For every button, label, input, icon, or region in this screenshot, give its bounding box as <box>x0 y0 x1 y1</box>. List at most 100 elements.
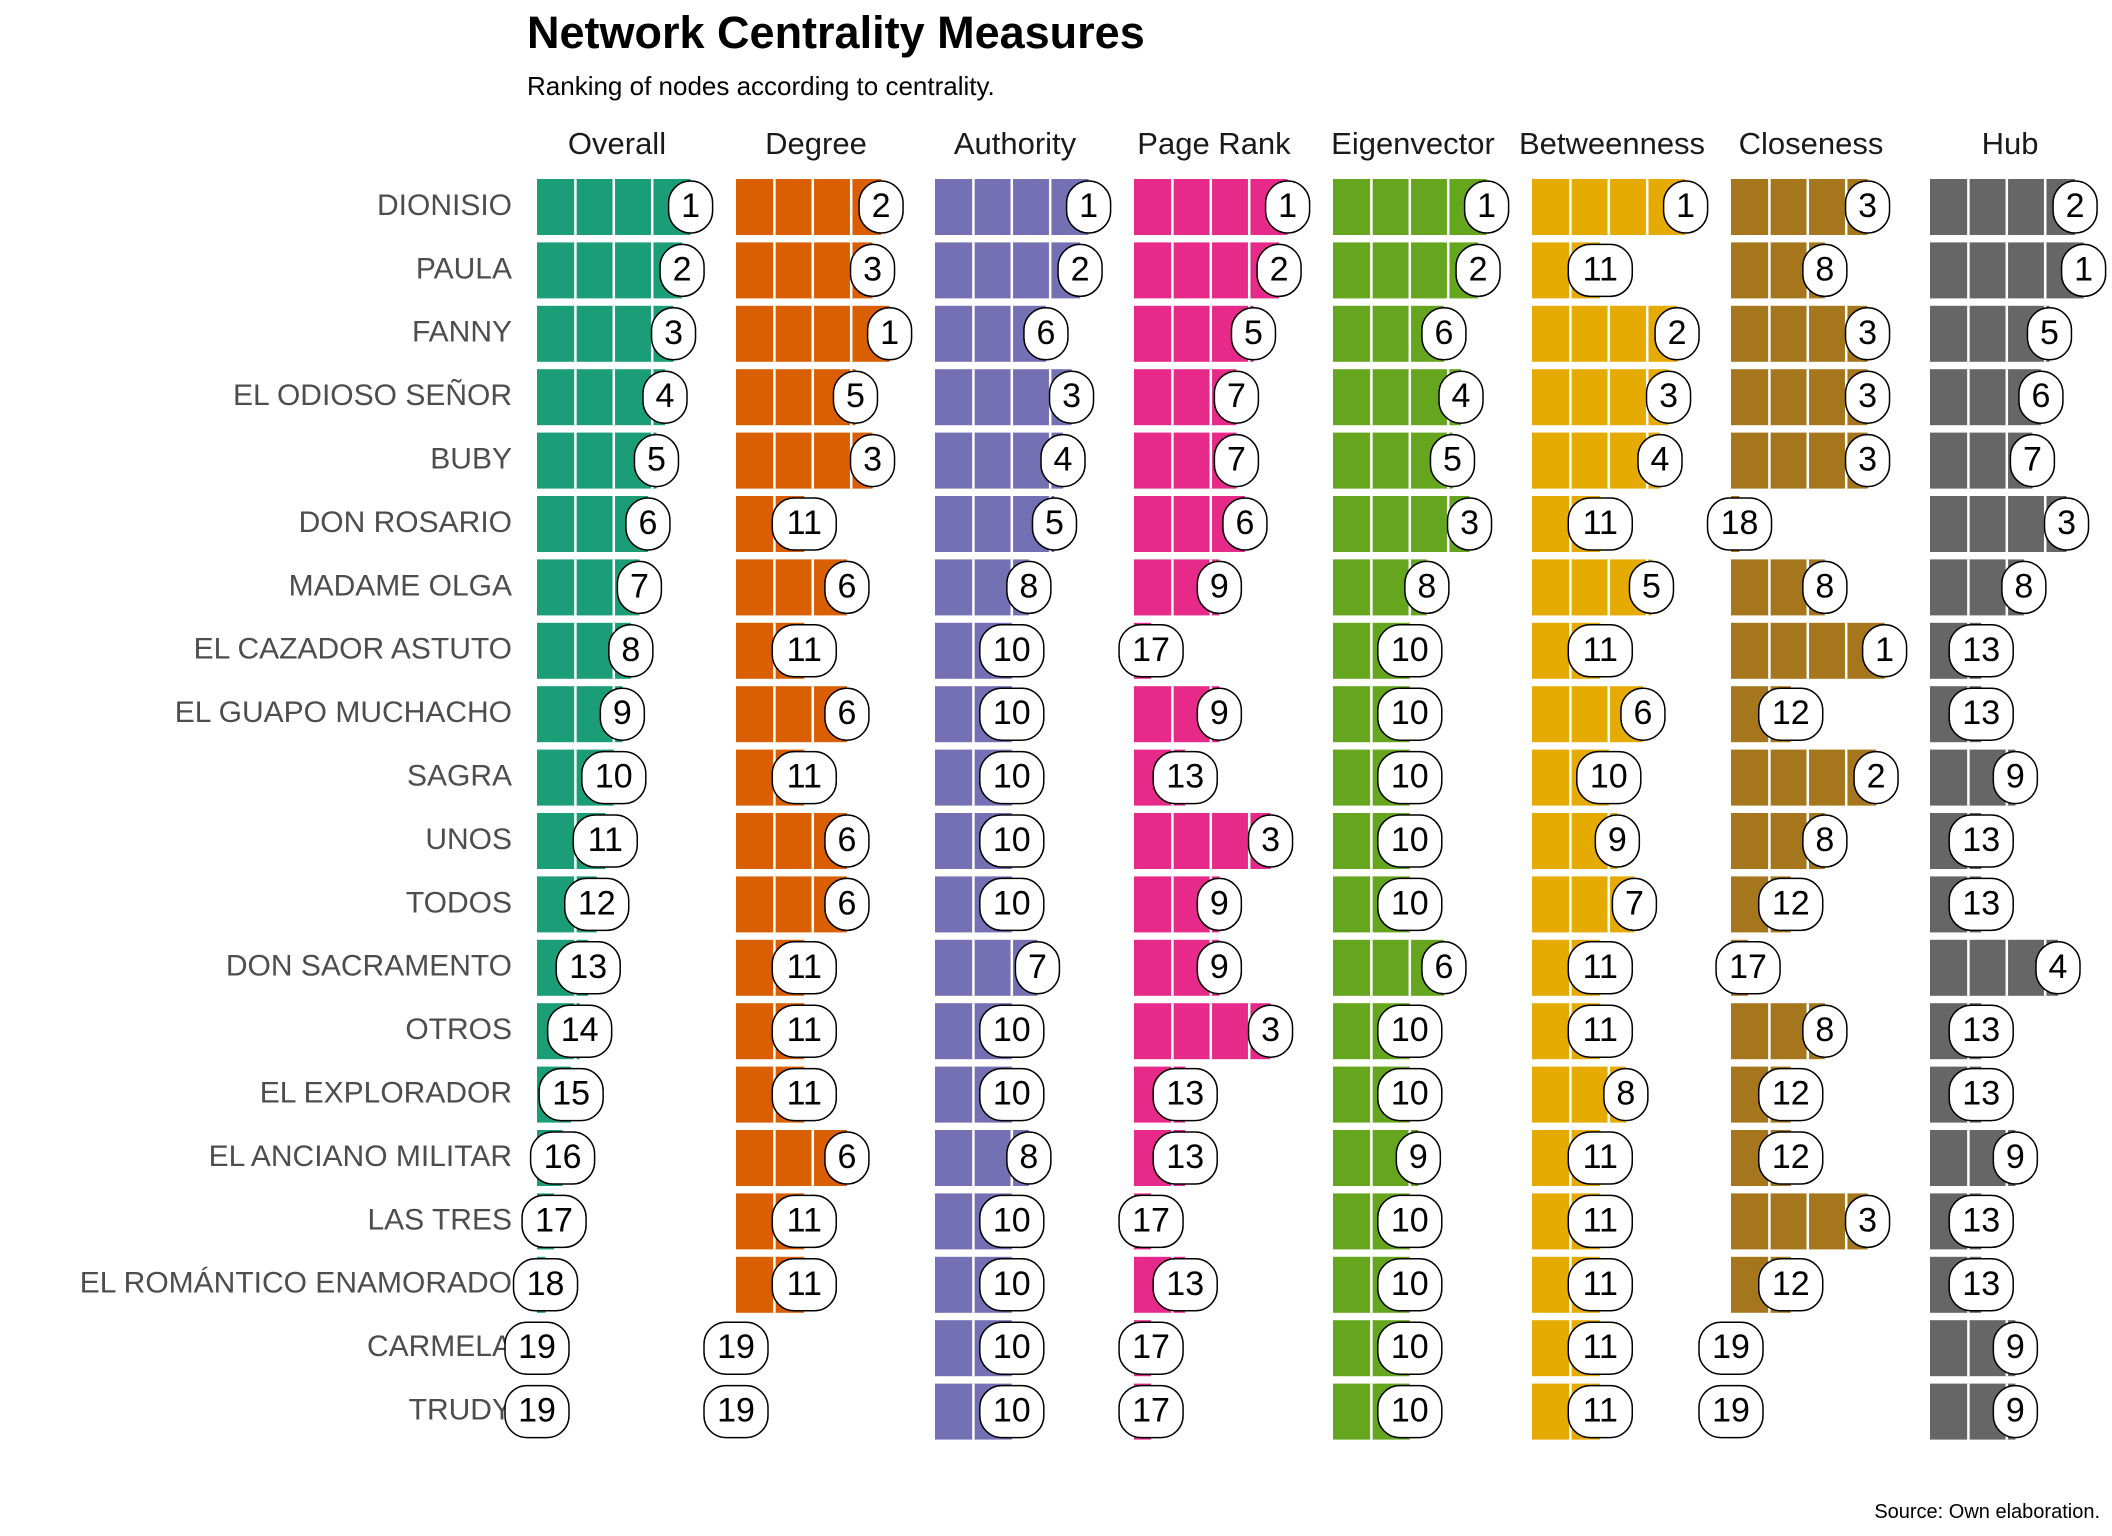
rank-badge-box <box>979 1004 1045 1058</box>
rank-badge-box <box>979 1194 1045 1249</box>
rank-label: 2 <box>1469 250 1488 288</box>
rank-badge-overall-el-odioso-senor: 4 <box>642 370 688 424</box>
rank-badge-box <box>1152 1067 1218 1122</box>
rank-badge-page-rank-el-explorador: 13 <box>1152 1067 1218 1122</box>
rank-label: 17 <box>1132 1392 1170 1430</box>
rank-label: 18 <box>1721 504 1759 542</box>
rank-label: 10 <box>993 631 1031 669</box>
bar-overall-fanny <box>537 305 674 362</box>
rank-badge-box <box>1844 370 1891 424</box>
rank-badge-hub-unos: 13 <box>1948 814 2014 868</box>
col-header-authority: Authority <box>954 126 1077 161</box>
rank-label: 10 <box>993 821 1031 859</box>
rank-label: 7 <box>1227 441 1246 479</box>
rank-badge-page-rank-don-sacramento: 9 <box>1196 941 1243 995</box>
rank-badge-hub-trudy: 9 <box>1992 1384 2039 1439</box>
rank-badge-box <box>979 1384 1045 1439</box>
rank-badge-betweenness-el-explorador: 8 <box>1603 1067 1649 1122</box>
rank-badge-overall-otros: 14 <box>546 1004 613 1058</box>
chart-bars <box>537 179 2084 1440</box>
rank-badge-box <box>1844 433 1891 488</box>
rank-label: 2 <box>2066 187 2085 225</box>
rank-label: 5 <box>1642 567 1661 605</box>
bar-betweenness-el-odioso-senor <box>1532 369 1669 426</box>
rank-badge-box <box>1757 687 1824 741</box>
rank-badge-box <box>2001 560 2047 615</box>
rank-label: 19 <box>717 1392 755 1430</box>
rank-badge-page-rank-trudy: 17 <box>1118 1384 1184 1439</box>
rank-badge-hub-dionisio: 2 <box>2052 180 2098 234</box>
rank-badge-box <box>2043 497 2090 551</box>
rank-badge-box <box>703 1384 769 1439</box>
rank-badge-closeness-el-romantico-enamorado: 12 <box>1757 1258 1824 1312</box>
rank-label: 10 <box>993 1328 1031 1366</box>
bar-closeness-buby <box>1731 432 1868 489</box>
rank-badge-box <box>1567 1321 1634 1375</box>
rank-badge-page-rank-todos: 9 <box>1196 877 1243 932</box>
rank-label: 9 <box>2006 1392 2025 1430</box>
rank-label: 7 <box>2023 441 2042 479</box>
col-header-betweenness: Betweenness <box>1519 126 1705 161</box>
rank-badge-overall-el-explorador: 15 <box>538 1067 604 1122</box>
rank-badge-degree-unos: 6 <box>824 814 870 868</box>
rank-badge-authority-don-sacramento: 7 <box>1014 941 1061 995</box>
row-label-el-explorador: EL EXPLORADOR <box>260 1077 512 1110</box>
rank-badge-box <box>1706 497 1773 551</box>
rank-badge-overall-dionisio: 1 <box>667 180 714 234</box>
rank-label: 11 <box>787 1201 822 1239</box>
rank-label: 11 <box>787 948 822 986</box>
rank-badge-box <box>1594 814 1641 868</box>
rank-badge-hub-el-odioso-senor: 6 <box>2018 370 2064 424</box>
rank-badge-box <box>771 941 838 995</box>
col-header-page-rank: Page Rank <box>1137 126 1291 161</box>
rank-badge-page-rank-sagra: 13 <box>1152 750 1218 805</box>
rank-label: 6 <box>837 694 856 732</box>
rank-label: 13 <box>1962 1265 2000 1303</box>
rank-badge-overall-buby: 5 <box>633 433 680 488</box>
rank-badge-box <box>1118 1321 1184 1375</box>
rank-badge-box <box>538 1067 604 1122</box>
bar-overall-paula <box>537 242 683 299</box>
rank-label: 6 <box>1434 314 1453 352</box>
rank-badge-box <box>979 687 1045 741</box>
rank-badge-authority-las-tres: 10 <box>979 1194 1045 1249</box>
rank-badge-betweenness-carmela: 11 <box>1567 1321 1634 1375</box>
rank-badge-box <box>504 1321 570 1375</box>
rank-badge-box <box>555 941 621 995</box>
rank-label: 1 <box>2074 250 2093 288</box>
rank-badge-box <box>1023 307 1069 361</box>
rank-badge-box <box>1230 307 1277 361</box>
rank-badge-eigenvector-carmela: 10 <box>1377 1321 1443 1375</box>
rank-label: 10 <box>1391 821 1429 859</box>
bar-degree-dionisio <box>736 179 882 235</box>
row-label-buby: BUBY <box>430 443 512 476</box>
rank-badge-hub-madame-olga: 8 <box>2001 560 2047 615</box>
rank-label: 9 <box>2006 1328 2025 1366</box>
rank-badge-hub-carmela: 9 <box>1992 1321 2039 1375</box>
rank-badge-closeness-don-sacramento: 17 <box>1715 941 1781 995</box>
rank-badge-authority-otros: 10 <box>979 1004 1045 1058</box>
rank-label: 7 <box>1227 377 1246 415</box>
rank-label: 11 <box>787 504 822 542</box>
rank-label: 10 <box>1391 758 1429 796</box>
rank-badge-box <box>1757 877 1824 932</box>
rank-label: 1 <box>1676 187 1695 225</box>
col-header-hub: Hub <box>1982 126 2039 161</box>
rank-label: 5 <box>2040 314 2059 352</box>
rank-label: 10 <box>1391 1201 1429 1239</box>
rank-badge-closeness-el-cazador-astuto: 1 <box>1861 624 1908 678</box>
rank-badge-page-rank-otros: 3 <box>1247 1004 1294 1058</box>
rank-badge-eigenvector-el-cazador-astuto: 10 <box>1377 624 1443 678</box>
rank-badge-eigenvector-paula: 2 <box>1455 243 1501 298</box>
rank-badge-box <box>771 624 838 678</box>
rank-badge-box <box>1948 814 2014 868</box>
bar-betweenness-fanny <box>1532 305 1678 362</box>
rank-badge-box <box>1377 877 1443 932</box>
rank-badge-box <box>608 624 654 678</box>
rank-badge-betweenness-madame-olga: 5 <box>1628 560 1675 615</box>
rank-label: 4 <box>656 377 675 415</box>
rank-label: 2 <box>1867 758 1886 796</box>
rank-label: 11 <box>1583 504 1618 542</box>
rank-label: 7 <box>1028 948 1047 986</box>
